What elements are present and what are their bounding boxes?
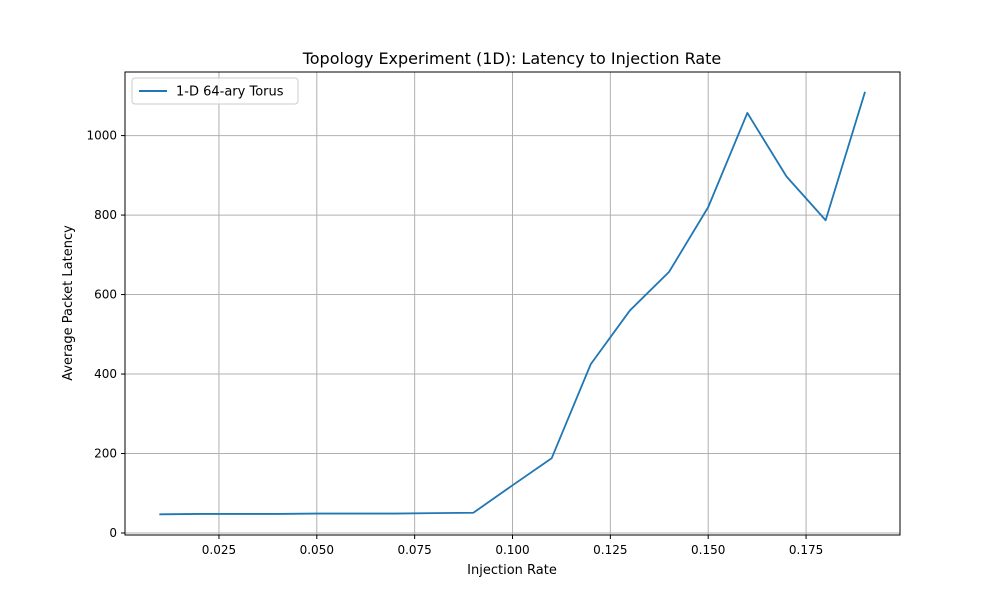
x-tick-label: 0.050 [300, 543, 334, 557]
series-line [159, 91, 866, 516]
grid [125, 72, 900, 535]
x-tick-label: 0.025 [202, 543, 236, 557]
legend: 1-D 64-ary Torus [131, 77, 299, 105]
y-tick-label: 600 [94, 288, 117, 302]
x-axis-ticks: 0.025 0.050 0.075 0.100 0.125 0.150 0.175 [202, 535, 823, 557]
legend-box [131, 77, 299, 105]
y-tick-label: 800 [94, 208, 117, 222]
chart-title: Topology Experiment (1D): Latency to Inj… [302, 49, 722, 68]
y-tick-label: 400 [94, 367, 117, 381]
x-tick-label: 0.125 [593, 543, 627, 557]
y-tick-label: 1000 [86, 129, 117, 143]
y-axis-label: Average Packet Latency [61, 225, 76, 381]
x-tick-label: 0.175 [789, 543, 823, 557]
x-tick-label: 0.150 [691, 543, 725, 557]
x-axis-label: Injection Rate [467, 563, 557, 578]
y-axis-ticks: 0 200 400 600 800 1000 [86, 129, 125, 540]
y-tick-label: 200 [94, 447, 117, 461]
legend-entry-label: 1-D 64-ary Torus [176, 85, 284, 100]
series-layer [159, 91, 866, 516]
x-tick-label: 0.075 [397, 543, 431, 557]
x-tick-label: 0.100 [495, 543, 529, 557]
y-tick-label: 0 [109, 526, 117, 540]
